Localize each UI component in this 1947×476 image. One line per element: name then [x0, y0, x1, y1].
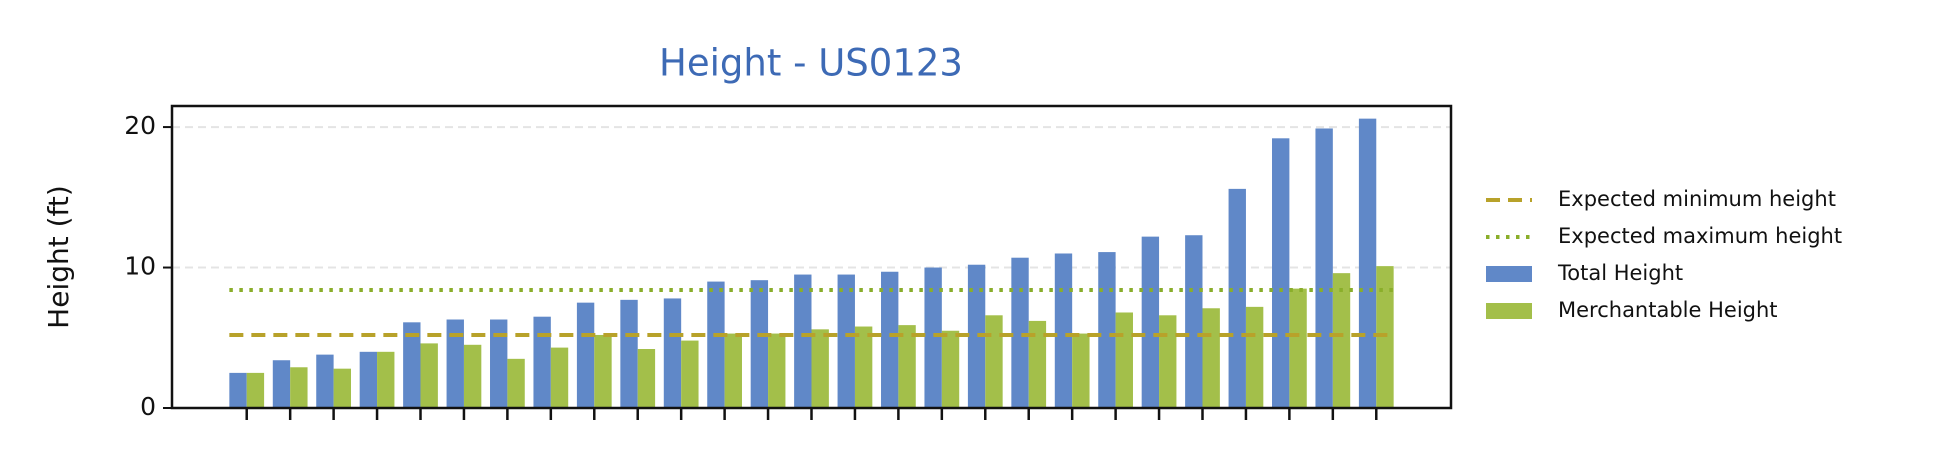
bar — [272, 360, 291, 408]
bar — [1245, 306, 1264, 408]
bar — [1289, 288, 1307, 408]
legend-label: Expected maximum height — [1558, 224, 1842, 248]
chart-title: Height - US0123 — [659, 42, 963, 85]
bar — [967, 264, 986, 408]
bar — [463, 344, 482, 408]
legend-swatch — [1486, 266, 1532, 282]
y-tick-label: 20 — [124, 111, 156, 140]
bar — [333, 368, 351, 408]
bar — [985, 315, 1003, 408]
plot-frame — [170, 104, 1453, 410]
bar — [750, 280, 769, 408]
legend-label: Total Height — [1557, 261, 1683, 285]
bar — [446, 319, 464, 408]
bar — [490, 319, 508, 408]
bar — [246, 372, 265, 408]
bar — [637, 349, 656, 408]
bar — [1315, 128, 1333, 408]
bar — [620, 299, 638, 408]
y-axis-label: Height (ft) — [42, 185, 75, 329]
bar — [794, 274, 812, 408]
bar — [359, 351, 378, 408]
bar — [1358, 118, 1377, 409]
bar — [594, 334, 612, 408]
bar — [316, 354, 334, 408]
bar — [1054, 253, 1073, 408]
bar — [1141, 236, 1160, 408]
bar — [707, 281, 725, 408]
bar — [1159, 315, 1177, 408]
bar — [1332, 273, 1351, 408]
bar — [1185, 235, 1203, 408]
bar — [837, 274, 855, 408]
bar — [550, 347, 569, 408]
bar — [290, 367, 308, 408]
bar — [1098, 252, 1116, 408]
bar — [881, 271, 899, 408]
bar — [420, 343, 438, 408]
bar — [1202, 308, 1220, 408]
bar — [1072, 333, 1090, 408]
bar — [229, 372, 247, 408]
bar — [1011, 257, 1029, 408]
bar — [941, 330, 960, 408]
bar — [898, 325, 916, 408]
bar — [533, 316, 551, 408]
bar — [663, 298, 682, 408]
bar — [681, 340, 699, 408]
legend-label: Expected minimum height — [1558, 187, 1836, 211]
bar — [576, 302, 595, 408]
bar — [854, 326, 873, 408]
bar — [1376, 266, 1394, 408]
bar — [768, 333, 786, 408]
bar — [1028, 320, 1047, 408]
bar — [377, 351, 395, 408]
y-tick-label: 0 — [140, 392, 156, 421]
legend-swatch — [1486, 303, 1532, 319]
bar — [1272, 138, 1290, 408]
bar — [811, 329, 829, 408]
y-tick-label: 10 — [124, 252, 156, 281]
bar — [1115, 312, 1133, 408]
legend-label: Merchantable Height — [1558, 298, 1778, 322]
bar — [924, 267, 942, 408]
bar — [507, 358, 525, 408]
bar — [1228, 188, 1246, 408]
bar — [403, 322, 421, 408]
bar — [724, 333, 742, 408]
